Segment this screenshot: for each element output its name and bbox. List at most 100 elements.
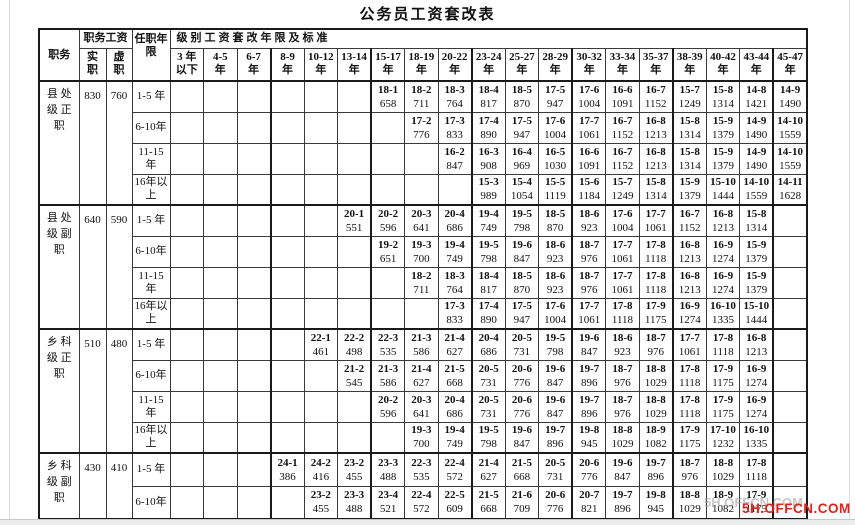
grade-code: 16-8 [645, 145, 666, 158]
grade-salary: 1029 [644, 376, 667, 389]
grade-code: 16-5 [545, 145, 566, 158]
empty-cell [169, 485, 205, 520]
grade-code: 17-3 [444, 300, 465, 313]
empty-cell [169, 452, 205, 487]
grade-cell: 16-9 1274 [739, 390, 774, 423]
grade-cell: 15-5 1119 [538, 173, 573, 206]
empty-cell [370, 111, 406, 144]
grade-code: 20-6 [545, 489, 566, 502]
empty-cell [203, 173, 238, 206]
col-header-years: 18-19 年 [404, 47, 439, 82]
grade-salary: 1118 [712, 345, 734, 358]
grade-cell: 23-2 455 [303, 485, 339, 520]
grade-salary: 498 [345, 345, 363, 358]
grade-cell: 20-5 731 [538, 452, 573, 487]
grade-cell: 18-6 923 [571, 204, 607, 237]
grade-salary: 1213 [644, 159, 667, 172]
grade-cell: 18-3 764 [437, 266, 473, 299]
grade-cell: 18-7 976 [605, 359, 640, 392]
grade-salary: 749 [446, 252, 463, 265]
grade-salary: 709 [513, 503, 531, 516]
grade-salary: 1004 [544, 314, 567, 327]
grade-salary: 535 [413, 470, 430, 483]
grade-cell: 18-2 711 [404, 80, 439, 113]
grade-code: 15-10 [743, 300, 770, 313]
grade-salary: 586 [413, 345, 430, 358]
grade-salary: 1091 [578, 159, 601, 172]
grade-salary: 1314 [678, 128, 701, 141]
table-row: 县 处 级 副 职 640 590 1-5 年 20-1 551 20-2 596 20-3 64… [38, 204, 808, 330]
grade-cell: 22-5 609 [437, 485, 473, 520]
grade-code: 19-8 [579, 424, 600, 437]
grade-code: 15-10 [710, 176, 736, 189]
grade-salary: 1274 [712, 283, 734, 296]
empty-cell [203, 235, 238, 268]
grade-code: 22-2 [344, 331, 365, 344]
grade-salary: 1559 [745, 190, 768, 203]
empty-cell [269, 421, 305, 454]
grade-code: 18-9 [645, 424, 666, 437]
empty-cell [337, 142, 372, 175]
empty-cell [404, 173, 439, 206]
grade-cell: 16-3 908 [470, 142, 506, 175]
empty-cell [269, 328, 305, 361]
grade-salary: 1213 [712, 221, 734, 234]
grade-salary: 908 [480, 159, 497, 172]
grade-cell: 20-3 641 [404, 390, 439, 423]
col-header-years: 23-24 年 [470, 47, 506, 82]
grade-salary: 976 [681, 470, 698, 483]
grade-code: 15-8 [679, 114, 700, 127]
empty-cell [236, 204, 272, 237]
salary-xuzhi-value: 590 [105, 204, 133, 330]
grade-salary: 1379 [712, 159, 734, 172]
grade-cell: 16-7 1152 [671, 204, 707, 237]
empty-cell [169, 421, 205, 454]
col-header-years: 8-9 年 [269, 47, 305, 82]
grade-code: 16-8 [645, 114, 666, 127]
grade-cell: 16-2 847 [437, 142, 473, 175]
grade-code: 18-4 [478, 269, 499, 282]
grade-cell: 19-4 749 [437, 235, 473, 268]
grade-cell: 24-2 416 [303, 452, 339, 487]
grade-code: 18-8 [645, 362, 666, 375]
grade-code: 19-6 [511, 424, 532, 437]
tenure-label: 6-10年 [131, 485, 171, 520]
grade-code: 17-2 [411, 114, 432, 127]
col-header-years: 20-22 年 [437, 47, 473, 82]
grade-salary: 945 [647, 503, 664, 516]
grade-cell: 14-10 1559 [772, 142, 808, 175]
grade-salary: 1559 [779, 128, 802, 141]
grade-code: 20-4 [444, 207, 465, 220]
salary-shizhi-value: 430 [78, 452, 107, 520]
empty-cell [169, 390, 205, 423]
grade-cell: 17-4 890 [470, 111, 506, 144]
grade-cell: 16-8 1213 [705, 204, 741, 237]
grade-cell: 21-4 627 [470, 452, 506, 487]
grade-salary: 535 [379, 345, 397, 358]
grade-cell: 17-2 776 [404, 111, 439, 144]
grade-salary: 1335 [745, 438, 768, 451]
grade-cell: 17-8 1118 [671, 390, 707, 423]
grade-cell: 18-9 1082 [705, 485, 741, 520]
grade-salary: 923 [580, 221, 598, 234]
grade-salary: 976 [647, 345, 664, 358]
grade-code: 19-8 [645, 489, 666, 502]
grade-code: 17-4 [478, 300, 499, 313]
grade-salary: 764 [446, 97, 463, 110]
grade-salary: 711 [413, 283, 430, 296]
bottom-strip [0, 519, 855, 525]
grade-code: 18-3 [444, 269, 465, 282]
grade-cell: 20-4 686 [470, 328, 506, 361]
empty-cell [269, 173, 305, 206]
empty-cell [236, 266, 272, 299]
tenure-label: 11-15 年 [131, 390, 171, 423]
grade-code: 19-5 [545, 331, 566, 344]
empty-cell [169, 235, 205, 268]
grade-salary: 776 [580, 470, 598, 483]
page-title: 公务员工资套改表 [359, 7, 496, 23]
salary-xuzhi-value: 480 [105, 328, 133, 454]
grade-cell: 20-6 776 [504, 390, 540, 423]
empty-cell [236, 421, 272, 454]
grade-cell: 19-5 798 [470, 421, 506, 454]
grade-cell: 17-7 1061 [605, 235, 640, 268]
